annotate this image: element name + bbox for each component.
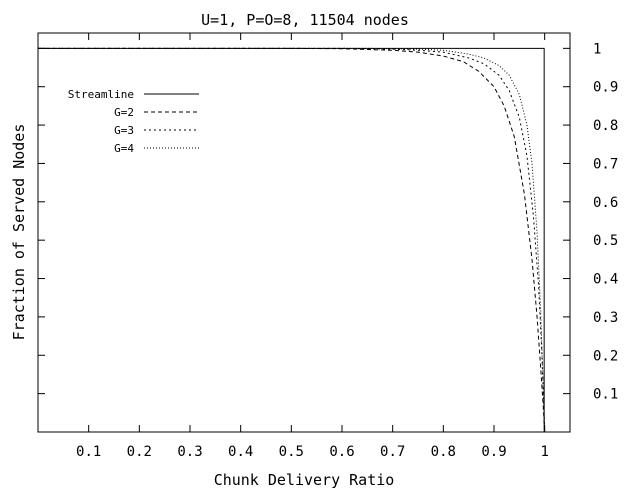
x-tick-label: 0.6 (329, 444, 354, 460)
x-tick-label: 0.2 (127, 444, 152, 460)
series-line-g-4 (38, 47, 546, 433)
y-tick-label: 0.6 (593, 195, 618, 211)
x-tick-label: 0.3 (177, 444, 202, 460)
legend-label: Streamline (68, 88, 134, 101)
chart-title: U=1, P=O=8, 11504 nodes (201, 11, 409, 29)
series-line-g-3 (38, 47, 546, 433)
y-tick-label: 0.3 (593, 310, 618, 326)
y-tick-label: 0.8 (593, 118, 618, 134)
y-axis: 0.1 0.2 0.3 0.4 0.5 0.6 0.7 0.8 0.9 1 (38, 41, 618, 403)
x-axis-label: Chunk Delivery Ratio (214, 471, 395, 489)
legend-label: G=2 (114, 106, 134, 119)
y-tick-label: 0.4 (593, 272, 618, 288)
legend-label: G=3 (114, 124, 134, 137)
y-tick-label: 0.7 (593, 156, 618, 172)
x-tick-label: 0.4 (228, 444, 253, 460)
x-tick-label: 0.7 (380, 444, 405, 460)
legend: Streamline G=2 G=3 G=4 (68, 88, 199, 155)
y-tick-label: 1 (593, 41, 601, 57)
x-tick-label: 0.9 (481, 444, 506, 460)
y-axis-label: Fraction of Served Nodes (10, 124, 28, 341)
plot-frame (37, 32, 571, 433)
x-tick-label: 0.8 (431, 444, 456, 460)
series-layer (38, 47, 546, 433)
x-tick-label: 0.5 (279, 444, 304, 460)
y-tick-label: 0.9 (593, 80, 618, 96)
y-tick-label: 0.1 (593, 387, 618, 403)
y-tick-label: 0.2 (593, 348, 618, 364)
series-line-g-2 (38, 47, 546, 433)
legend-label: G=4 (114, 142, 134, 155)
x-axis: 0.1 0.2 0.3 0.4 0.5 0.6 0.7 0.8 0.9 1 (76, 33, 549, 460)
y-tick-label: 0.5 (593, 233, 618, 249)
x-tick-label: 0.1 (76, 444, 101, 460)
x-tick-label: 1 (540, 444, 548, 460)
